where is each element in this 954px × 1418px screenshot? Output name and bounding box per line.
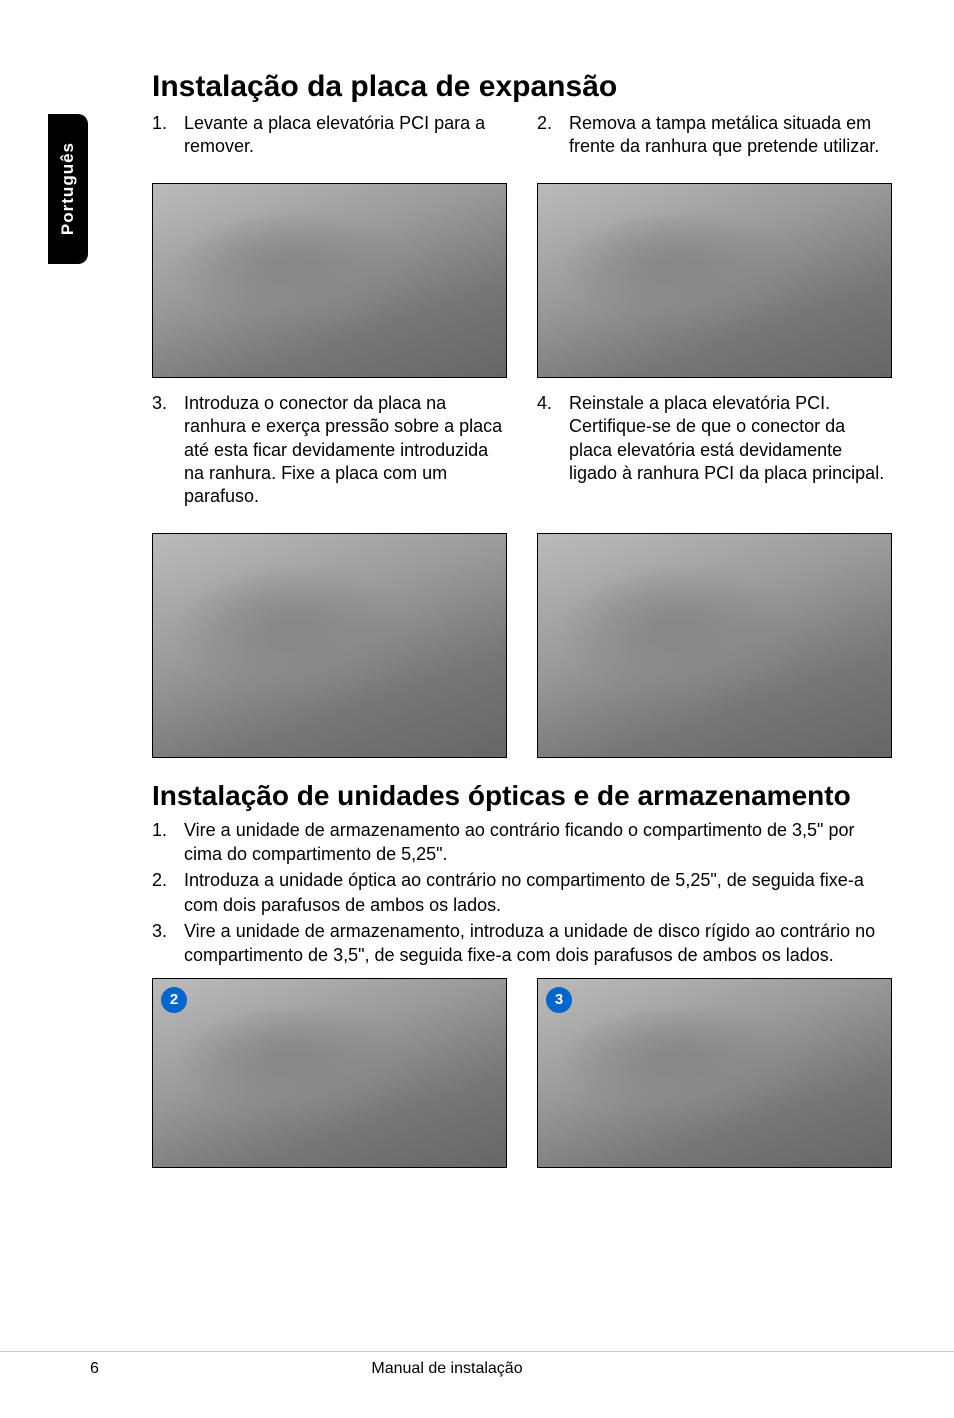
col-img-s2-left: 2 (152, 978, 507, 1168)
col-img-4 (537, 533, 892, 758)
step-4: 4. Reinstale a placa elevatória PCI. Cer… (537, 392, 892, 486)
step-4-text: Reinstale a placa elevatória PCI. Certif… (569, 392, 892, 486)
footer-title: Manual de instalação (0, 1360, 954, 1378)
figure-s2-step-2: 2 (152, 978, 507, 1168)
row-images-s2: 2 3 (152, 978, 892, 1168)
language-label: Português (58, 142, 78, 235)
figure-step-1 (152, 183, 507, 378)
col-step-1: 1. Levante a placa elevatória PCI para a… (152, 112, 507, 169)
page-number: 6 (90, 1360, 99, 1378)
s2-step-3-num: 3. (152, 919, 184, 968)
step-3-num: 3. (152, 392, 184, 509)
col-step-3: 3. Introduza o conector da placa na ranh… (152, 392, 507, 519)
row-images-1-2 (152, 183, 892, 378)
section2-heading: Instalação de unidades ópticas e de arma… (152, 780, 892, 812)
figure-s2-step-3: 3 (537, 978, 892, 1168)
badge-2: 2 (161, 987, 187, 1013)
page-content: Instalação da placa de expansão 1. Levan… (152, 70, 892, 1168)
row-steps-3-4: 3. Introduza o conector da placa na ranh… (152, 392, 892, 519)
step-1-text: Levante a placa elevatória PCI para a re… (184, 112, 507, 159)
col-step-4: 4. Reinstale a placa elevatória PCI. Cer… (537, 392, 892, 519)
page-footer: 6 Manual de instalação (0, 1351, 954, 1378)
row-images-3-4 (152, 533, 892, 758)
figure-step-2 (537, 183, 892, 378)
section2: Instalação de unidades ópticas e de arma… (152, 780, 892, 1168)
col-step-2: 2. Remova a tampa metálica situada em fr… (537, 112, 892, 169)
step-2: 2. Remova a tampa metálica situada em fr… (537, 112, 892, 159)
s2-step-3: 3. Vire a unidade de armazenamento, intr… (152, 919, 892, 968)
col-img-3 (152, 533, 507, 758)
s2-step-1: 1. Vire a unidade de armazenamento ao co… (152, 818, 892, 867)
s2-step-2-num: 2. (152, 868, 184, 917)
step-1-num: 1. (152, 112, 184, 159)
step-2-num: 2. (537, 112, 569, 159)
figure-step-3 (152, 533, 507, 758)
col-img-s2-right: 3 (537, 978, 892, 1168)
badge-3: 3 (546, 987, 572, 1013)
s2-step-3-text: Vire a unidade de armazenamento, introdu… (184, 919, 892, 968)
s2-step-2-text: Introduza a unidade óptica ao contrário … (184, 868, 892, 917)
step-1: 1. Levante a placa elevatória PCI para a… (152, 112, 507, 159)
step-3-text: Introduza o conector da placa na ranhura… (184, 392, 507, 509)
col-img-2 (537, 183, 892, 378)
col-img-1 (152, 183, 507, 378)
section1-heading: Instalação da placa de expansão (152, 70, 892, 104)
s2-step-2: 2. Introduza a unidade óptica ao contrár… (152, 868, 892, 917)
step-2-text: Remova a tampa metálica situada em frent… (569, 112, 892, 159)
step-4-num: 4. (537, 392, 569, 486)
s2-step-1-text: Vire a unidade de armazenamento ao contr… (184, 818, 892, 867)
step-3: 3. Introduza o conector da placa na ranh… (152, 392, 507, 509)
row-steps-1-2: 1. Levante a placa elevatória PCI para a… (152, 112, 892, 169)
s2-step-1-num: 1. (152, 818, 184, 867)
figure-step-4 (537, 533, 892, 758)
language-side-tab: Português (48, 114, 88, 264)
